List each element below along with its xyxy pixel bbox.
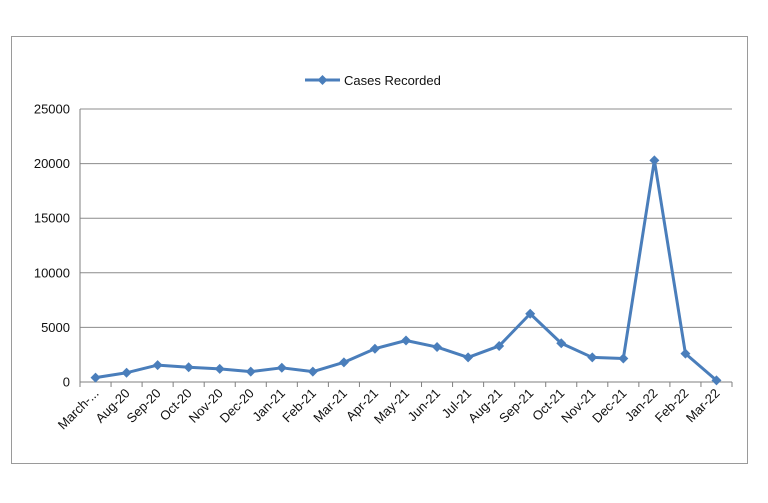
data-point — [338, 357, 349, 368]
x-tick-label: Dec-20 — [217, 386, 257, 426]
data-point — [711, 375, 722, 386]
y-tick-label: 0 — [63, 375, 70, 390]
data-point — [121, 367, 132, 378]
y-tick-label: 5000 — [41, 320, 70, 335]
y-tick-label: 20000 — [34, 156, 70, 171]
data-point — [587, 352, 598, 363]
x-tick-label: Aug-21 — [465, 386, 505, 426]
data-point — [214, 363, 225, 374]
data-point — [152, 360, 163, 371]
series-line — [95, 158, 718, 382]
x-tick-label: Mar-21 — [310, 386, 350, 426]
y-tick-label: 25000 — [34, 102, 70, 117]
x-tick-label: May-21 — [371, 386, 412, 427]
legend-marker — [317, 75, 328, 85]
x-tick-label: Feb-21 — [279, 386, 319, 426]
x-tick-label: Jun-21 — [404, 386, 443, 425]
data-point — [618, 353, 629, 364]
y-tick-label: 10000 — [34, 265, 70, 280]
data-point — [556, 338, 567, 349]
x-tick-label: Feb-22 — [652, 386, 692, 426]
x-tick-label: Sep-21 — [496, 386, 536, 426]
data-point — [401, 335, 411, 346]
x-tick-label: Mar-22 — [683, 386, 723, 426]
data-point — [432, 342, 443, 353]
axes — [79, 109, 733, 387]
x-axis-tick-labels: March-...Aug-20Sep-20Oct-20Nov-20Dec-20J… — [55, 386, 723, 433]
x-tick-label: Dec-21 — [589, 386, 629, 426]
data-point — [649, 155, 660, 166]
legend: Cases Recorded — [305, 73, 441, 88]
data-point — [525, 308, 536, 319]
data-point — [680, 348, 691, 359]
series-cases-recorded — [90, 155, 722, 386]
y-axis-tick-labels: 0 5000 10000 15000 20000 25000 — [34, 102, 70, 390]
data-point — [245, 366, 256, 377]
data-point — [183, 362, 194, 373]
gridlines — [80, 108, 732, 328]
chart-frame — [11, 36, 748, 464]
data-point — [90, 372, 101, 383]
data-point — [494, 340, 505, 351]
data-point — [276, 362, 287, 373]
x-tick-label: Nov-21 — [558, 386, 598, 426]
x-tick-label: Sep-20 — [123, 386, 163, 426]
y-tick-label: 15000 — [34, 211, 70, 226]
data-point — [369, 343, 380, 354]
data-point — [463, 352, 474, 363]
legend-label: Cases Recorded — [344, 73, 441, 88]
x-tick-label: March-... — [55, 386, 102, 433]
data-point — [307, 366, 318, 377]
